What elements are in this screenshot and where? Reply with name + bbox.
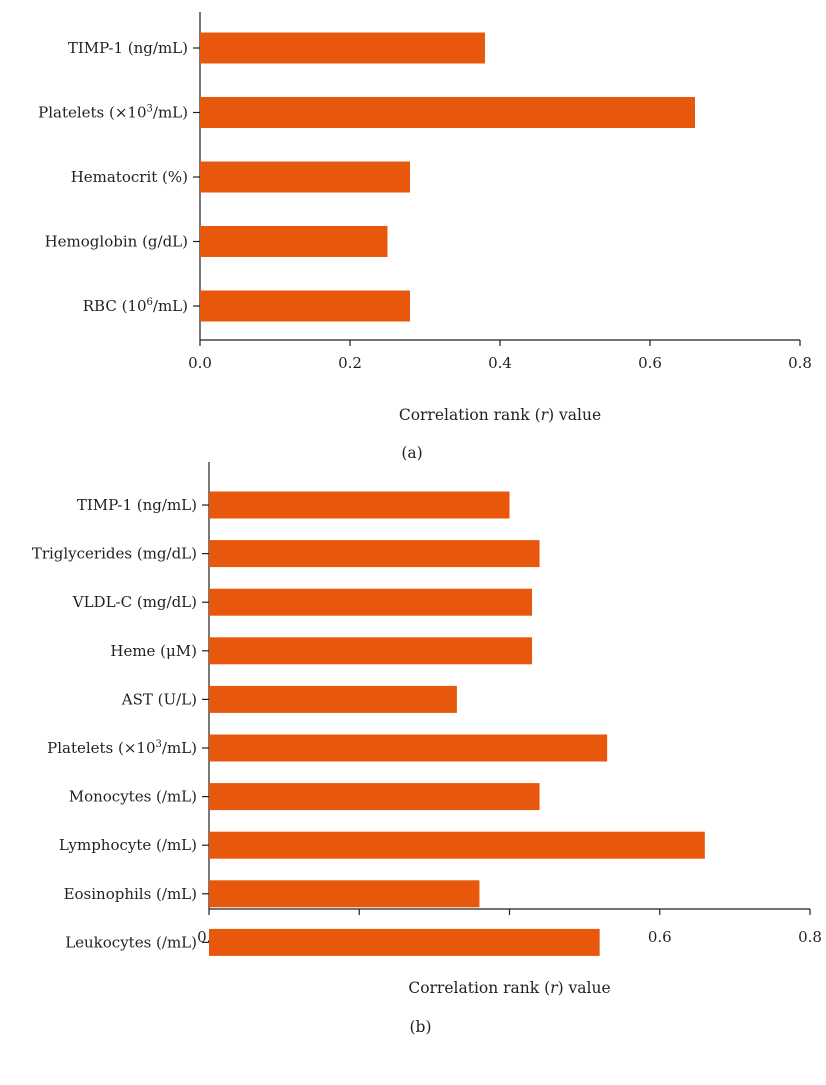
bar — [209, 491, 510, 519]
x-tick-label: 0.6 — [648, 928, 672, 946]
bar — [200, 32, 485, 64]
x-axis-title: Correlation rank (r) value — [408, 979, 610, 997]
category-label: VLDL-C (mg/dL) — [72, 593, 197, 611]
bar — [209, 734, 608, 762]
bar — [200, 97, 695, 128]
category-label: Heme (μM) — [110, 642, 197, 660]
x-tick-label: 0.8 — [788, 354, 812, 372]
category-label: Eosinophils (/mL) — [64, 885, 197, 903]
bar — [209, 685, 457, 713]
x-tick-label: 0.6 — [638, 354, 662, 372]
x-tick-label: 0.2 — [338, 354, 362, 372]
category-label: Leukocytes (/mL) — [65, 933, 197, 951]
x-tick-label: 0.8 — [798, 928, 822, 946]
panel-caption: (a) — [401, 444, 422, 462]
category-label: TIMP-1 (ng/mL) — [77, 496, 197, 514]
bar — [209, 588, 533, 616]
bar — [209, 540, 540, 568]
bar — [209, 831, 705, 859]
bar — [209, 928, 600, 956]
category-label: RBC (106/mL) — [83, 297, 188, 315]
category-label: Hemoglobin (g/dL) — [45, 233, 188, 251]
bar — [200, 290, 410, 322]
x-tick-label: 0.4 — [488, 354, 512, 372]
chart-panel-a: 0.0 0.2 0.4 0.6 0.8 TIMP-1 (ng/mL) Platelets (… — [38, 12, 812, 462]
x-axis-title: Correlation rank (r) value — [399, 406, 601, 424]
category-label: Hematocrit (%) — [71, 168, 188, 186]
category-label: Platelets (×103/mL) — [47, 739, 197, 757]
x-tick-label: 0.0 — [188, 354, 212, 372]
category-label: AST (U/L) — [121, 690, 197, 708]
bar — [209, 637, 533, 665]
bar — [209, 783, 540, 811]
category-label: Lymphocyte (/mL) — [59, 836, 197, 854]
bar — [209, 880, 480, 908]
category-label: Monocytes (/mL) — [69, 788, 197, 806]
category-label: Triglycerides (mg/dL) — [32, 545, 197, 563]
bar — [200, 161, 410, 193]
bar — [200, 226, 388, 257]
panel-caption: (b) — [409, 1018, 431, 1036]
category-label: TIMP-1 (ng/mL) — [68, 39, 188, 57]
category-label: Platelets (×103/mL) — [38, 104, 188, 122]
